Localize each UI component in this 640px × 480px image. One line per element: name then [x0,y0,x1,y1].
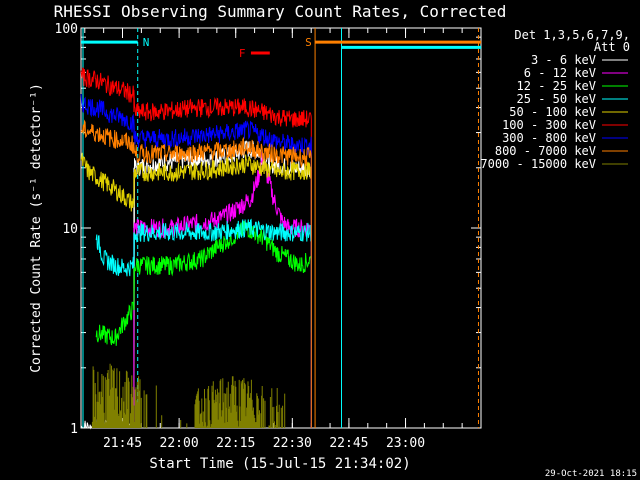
y-tick-label: 10 [62,222,78,237]
annotation-label: N [143,36,150,49]
annotation-label: F [239,47,246,60]
legend-header-line1: Det 1,3,5,6,7,9, [514,28,630,42]
legend-label: 12 - 25 keV [517,79,596,93]
annotation-bars: NFS [81,36,482,60]
series-line-8 [91,363,286,428]
x-axis-label: Start Time (15-Jul-15 21:34:02) [149,456,410,472]
x-tick-label: 22:30 [273,436,312,451]
x-tick-label: 21:45 [103,436,142,451]
y-tick-label: 1 [70,422,78,437]
x-tick-label: 23:00 [386,436,425,451]
legend-label: 300 - 800 keV [502,131,596,145]
legend-header-line2: Att 0 [594,40,630,54]
series-line-3 [95,218,312,333]
legend-label: 6 - 12 keV [524,66,596,80]
y-axis-label: Corrected Count Rate (s⁻¹ detector⁻¹) [29,83,44,373]
legend-label: 100 - 300 keV [502,118,596,132]
series-line-5 [80,67,312,428]
y-tick-label: 100 [55,22,78,37]
series-lines [80,67,312,430]
x-tick-label: 22:00 [160,436,199,451]
footer-timestamp: 29-Oct-2021 18:15 [545,469,637,479]
legend-label: 7000 - 15000 keV [480,157,596,171]
legend-label: 25 - 50 keV [517,92,596,106]
series-line-1 [133,151,312,428]
legend-label: 3 - 6 keV [531,53,596,67]
chart-title: RHESSI Observing Summary Count Rates, Co… [54,2,507,21]
series-line-6 [80,93,312,428]
annotation-label: S [305,36,312,49]
x-tick-label: 22:15 [216,436,255,451]
series-line-2 [95,220,312,346]
x-tick-label: 22:45 [329,436,368,451]
legend-label: 50 - 100 keV [509,105,596,119]
vertical-markers [82,28,479,428]
series-line-7 [80,119,312,428]
series-line-4 [80,152,312,220]
legend-label: 800 - 7000 keV [495,144,596,158]
